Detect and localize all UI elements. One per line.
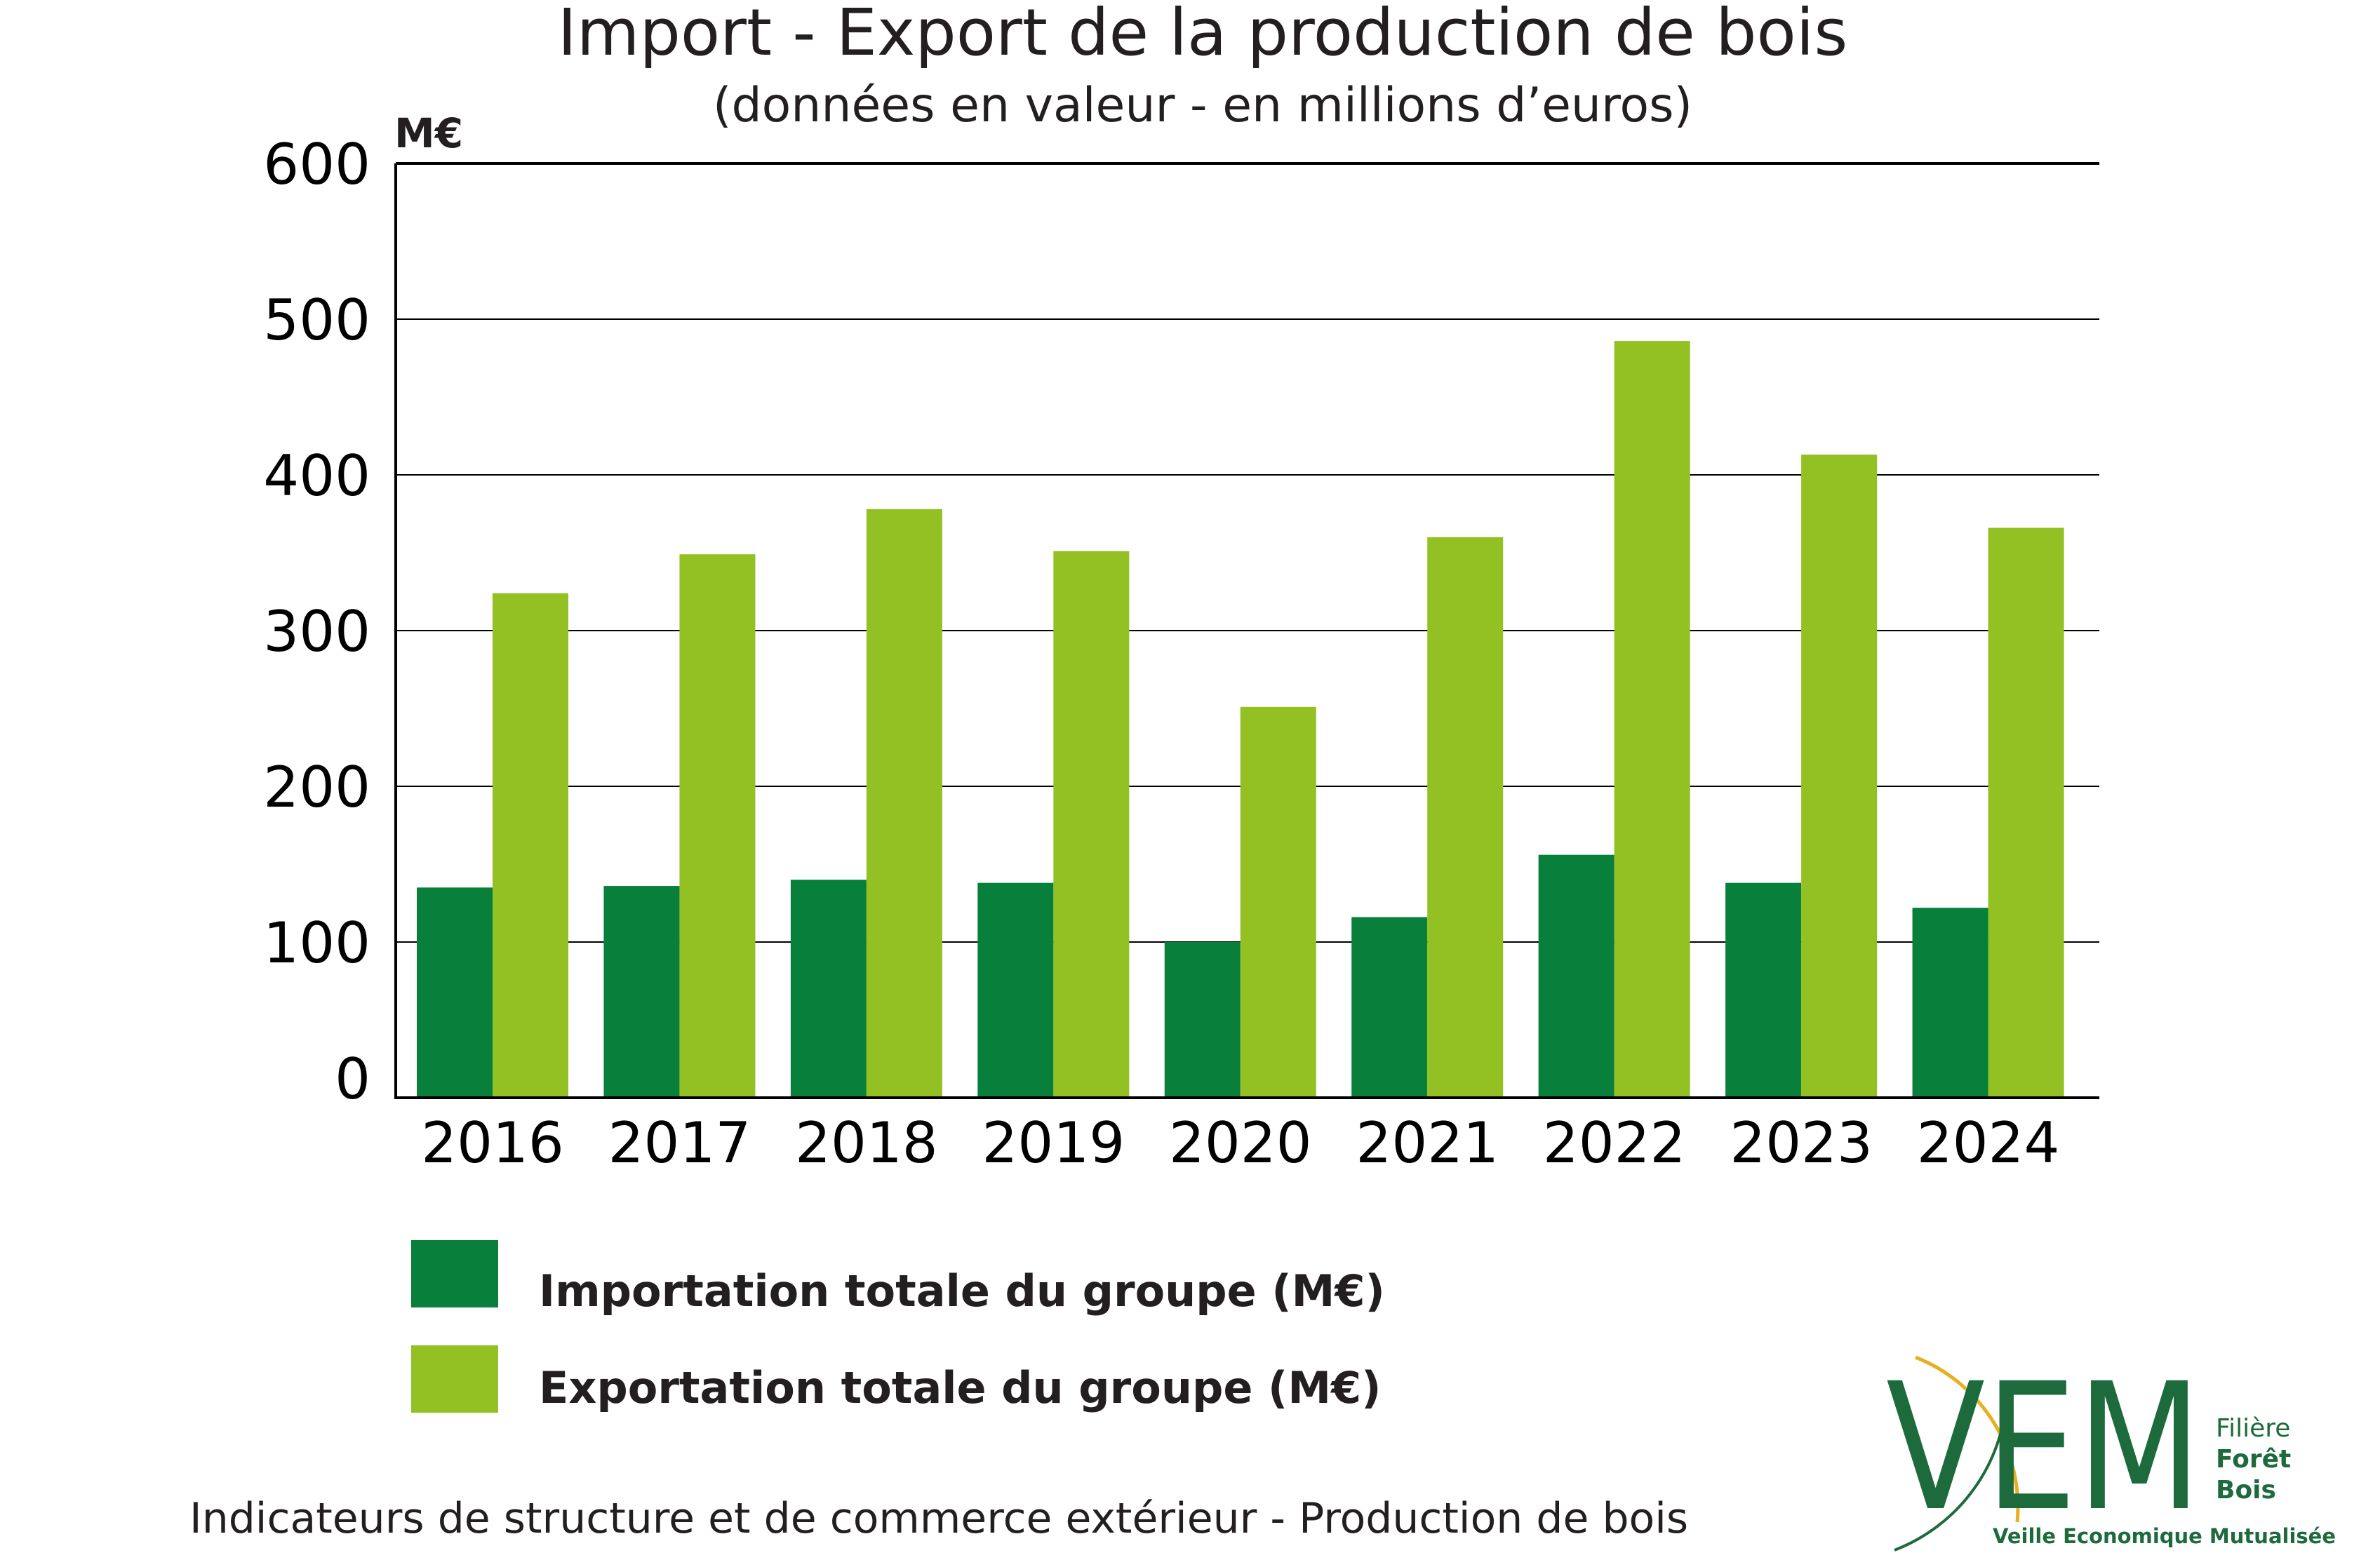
- x-tick-label: 2024: [1917, 1110, 2060, 1176]
- legend-label-export: Exportation totale du groupe (M€): [539, 1362, 1382, 1413]
- y-tick-label: 200: [263, 755, 370, 820]
- bar-export-2017: [679, 554, 756, 1098]
- bar-export-2016: [493, 593, 568, 1098]
- legend: Importation totale du groupe (M€) Export…: [411, 1240, 1385, 1413]
- bar-export-2019: [1053, 551, 1130, 1098]
- y-axis-ticks: 0 100 200 300 400 500 600: [263, 132, 370, 1112]
- bar-import-2017: [603, 886, 680, 1098]
- y-tick-label: 600: [263, 132, 370, 197]
- legend-label-import: Importation totale du groupe (M€): [539, 1265, 1385, 1317]
- bar-export-2018: [866, 509, 942, 1098]
- x-tick-label: 2021: [1356, 1110, 1499, 1176]
- bar-import-2019: [977, 882, 1054, 1098]
- legend-swatch-export: [411, 1345, 498, 1413]
- bar-import-2020: [1164, 942, 1241, 1098]
- x-tick-label: 2017: [608, 1110, 751, 1176]
- logo-line-1: Filière: [2216, 1414, 2290, 1443]
- y-tick-label: 300: [263, 599, 370, 664]
- x-tick-label: 2022: [1543, 1110, 1686, 1176]
- x-tick-label: 2018: [795, 1110, 938, 1176]
- logo-arc-green-icon: [1894, 1395, 2008, 1552]
- x-tick-label: 2020: [1169, 1110, 1312, 1176]
- y-tick-label: 0: [335, 1047, 370, 1112]
- bar-export-2024: [1988, 527, 2064, 1098]
- bar-import-2016: [417, 887, 493, 1098]
- x-tick-label: 2019: [982, 1110, 1125, 1176]
- x-axis-ticks: 2016 2017 2018 2019 2020 2021 2022 2023 2024: [421, 1110, 2059, 1176]
- bar-import-2023: [1725, 882, 1802, 1098]
- bar-export-2020: [1240, 706, 1316, 1098]
- bar-import-2021: [1351, 917, 1428, 1098]
- logo-line-2: Forêt: [2216, 1445, 2291, 1474]
- chart-title: Import - Export de la production de bois: [558, 0, 1848, 70]
- bar-import-2024: [1912, 908, 1988, 1098]
- logo-letters: VEM: [1886, 1345, 2202, 1549]
- footer-caption: Indicateurs de structure et de commerce …: [189, 1494, 1688, 1543]
- bar-export-2023: [1801, 455, 1878, 1098]
- legend-swatch-import: [411, 1240, 498, 1307]
- bars: [417, 341, 2064, 1098]
- logo-line-3: Bois: [2216, 1476, 2276, 1505]
- bar-import-2018: [790, 880, 867, 1098]
- x-tick-label: 2023: [1730, 1110, 1873, 1176]
- logo-tagline: Veille Economique Mutualisée: [1993, 1524, 2336, 1548]
- chart-subtitle: (données en valeur - en millions d’euros…: [713, 78, 1692, 133]
- y-tick-label: 100: [263, 910, 370, 976]
- logo-arc-icon: [1915, 1355, 2020, 1523]
- y-axis-unit: M€: [394, 109, 463, 157]
- x-tick-label: 2016: [421, 1110, 564, 1176]
- bar-export-2022: [1614, 341, 1690, 1098]
- y-tick-label: 400: [263, 443, 370, 509]
- vem-logo: VEM Filière Forêt Bois Veille Economique…: [1886, 1345, 2336, 1552]
- y-tick-label: 500: [263, 288, 370, 353]
- bar-export-2021: [1427, 537, 1504, 1098]
- bar-import-2022: [1538, 854, 1614, 1098]
